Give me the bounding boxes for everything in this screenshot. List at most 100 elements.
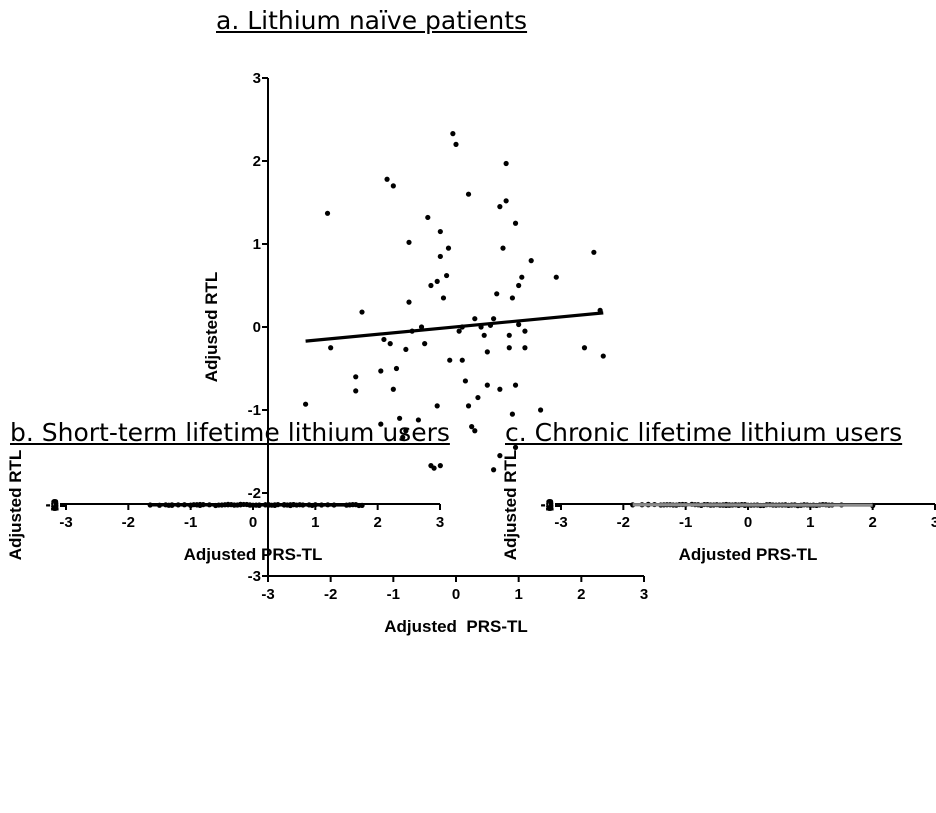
data-point: [393, 365, 400, 372]
data-point: [359, 502, 365, 508]
x-tick-label: 1: [806, 514, 814, 531]
data-point: [456, 328, 462, 334]
data-point: [497, 386, 503, 392]
y-axis-label: Adjusted RTL: [202, 272, 221, 383]
y-tick-label: 1: [253, 236, 261, 253]
data-point: [503, 198, 509, 204]
panel-b-title: b. Short-term lifetime lithium users: [10, 418, 450, 447]
x-tick-label: 0: [452, 586, 460, 603]
data-point: [425, 214, 431, 221]
x-tick-label: 2: [577, 586, 585, 603]
y-tick-label: 2: [253, 153, 261, 170]
data-point: [453, 141, 459, 147]
y-tick-label: 1: [546, 497, 554, 514]
y-tick-label: 3: [51, 498, 59, 515]
data-point: [447, 357, 453, 363]
y-tick-label: 3: [546, 498, 554, 515]
x-tick-label: 3: [640, 586, 648, 603]
data-point: [428, 282, 434, 289]
data-point: [491, 316, 497, 322]
x-tick-label: -1: [184, 514, 197, 531]
data-point: [465, 403, 472, 409]
x-tick-label: -3: [261, 586, 274, 603]
data-point: [581, 345, 588, 351]
y-tick-label: 0: [253, 319, 261, 336]
data-point: [506, 345, 512, 351]
y-tick-label: 3: [253, 70, 261, 87]
data-point: [397, 415, 403, 421]
x-tick-label: -3: [59, 514, 72, 531]
data-point: [437, 463, 443, 469]
data-point: [418, 324, 425, 330]
panel-c-title: c. Chronic lifetime lithium users: [505, 418, 903, 447]
data-point: [506, 332, 512, 338]
y-tick-label: -1: [541, 497, 554, 514]
x-tick-label: 3: [931, 514, 936, 531]
x-tick-label: 1: [514, 586, 522, 603]
data-point: [353, 388, 359, 394]
data-point: [512, 220, 519, 226]
y-tick-label: -3: [541, 496, 554, 513]
data-point: [378, 421, 384, 427]
y-axis-label: Adjusted RTL: [6, 450, 25, 561]
data-point: [472, 428, 478, 434]
data-point: [328, 345, 334, 351]
x-axis-label: Adjusted PRS-TL: [184, 545, 323, 564]
data-point: [497, 453, 503, 459]
y-tick-label: 1: [51, 497, 59, 514]
data-point: [403, 346, 409, 353]
data-point: [538, 407, 544, 413]
y-tick-label: 2: [51, 498, 59, 515]
data-point: [553, 274, 559, 280]
data-point: [445, 245, 452, 251]
y-tick-label: -2: [248, 485, 261, 502]
data-point: [512, 444, 519, 450]
x-tick-label: -2: [617, 514, 630, 531]
x-tick-label: 0: [249, 514, 257, 531]
data-point: [390, 183, 396, 189]
data-point: [503, 160, 509, 167]
data-point: [437, 228, 443, 235]
data-point: [434, 278, 440, 284]
y-tick-label: 2: [546, 498, 554, 515]
data-point: [444, 272, 450, 279]
x-tick-label: 2: [868, 514, 876, 531]
data-point: [484, 349, 490, 355]
x-tick-label: -1: [387, 586, 400, 603]
x-tick-label: -1: [679, 514, 692, 531]
data-point: [509, 411, 515, 417]
y-tick-label: -1: [46, 497, 59, 514]
data-point: [516, 282, 522, 289]
data-point: [522, 345, 528, 351]
y-tick-label: 0: [546, 497, 554, 514]
x-tick-label: -3: [554, 514, 567, 531]
y-tick-label: -3: [46, 496, 59, 513]
data-point: [387, 341, 393, 347]
data-point: [591, 249, 597, 255]
data-point: [353, 374, 359, 380]
x-axis-label: Adjusted PRS-TL: [679, 545, 818, 564]
data-point: [500, 245, 506, 251]
x-axis-label: Adjusted PRS-TL: [384, 617, 528, 636]
data-point: [431, 465, 437, 471]
data-point: [440, 295, 447, 301]
data-point: [469, 424, 475, 430]
data-point: [381, 336, 387, 343]
data-point: [384, 176, 390, 182]
x-tick-label: 0: [744, 514, 752, 531]
y-tick-label: -2: [541, 496, 554, 513]
data-point: [378, 368, 384, 374]
y-tick-label: -3: [248, 568, 261, 585]
data-point: [450, 131, 456, 137]
data-point: [519, 274, 525, 280]
data-point: [303, 401, 309, 407]
data-point: [415, 417, 421, 423]
data-point: [494, 291, 500, 297]
y-axis-label: Adjusted RTL: [501, 450, 520, 561]
data-point: [516, 321, 522, 328]
data-point: [359, 309, 365, 315]
data-point: [481, 332, 487, 338]
